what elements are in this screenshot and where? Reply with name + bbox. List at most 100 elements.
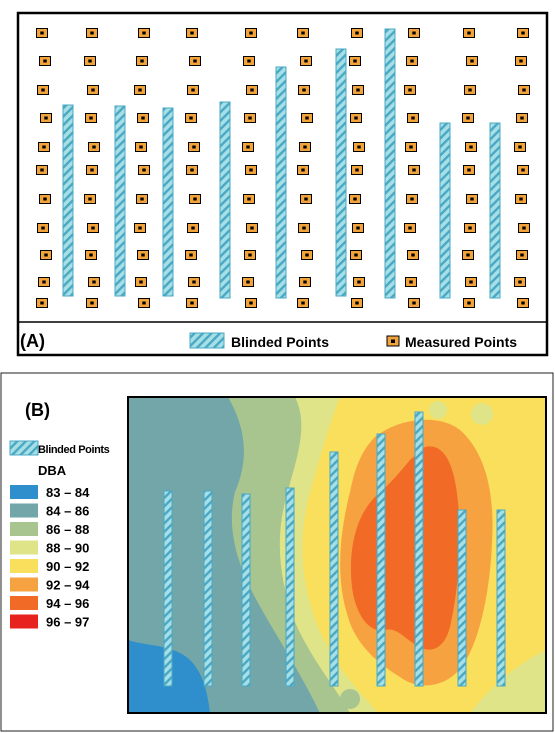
measured-point	[297, 298, 309, 308]
blinded-transects	[62, 28, 501, 299]
blinded-transect	[162, 107, 174, 297]
measured-point	[297, 28, 309, 38]
measured-point	[87, 223, 99, 233]
dba-legend-item: 94 – 96	[10, 596, 89, 611]
dba-legend-swatch	[10, 614, 38, 629]
measured-point	[350, 113, 362, 123]
measured-points-legend-label: Measured Points	[405, 334, 517, 350]
dba-legend-item: 84 – 86	[10, 503, 89, 519]
measured-point	[244, 113, 256, 123]
measured-point	[136, 56, 148, 66]
measured-point	[246, 223, 258, 233]
measured-point	[187, 223, 199, 233]
measured-point	[464, 85, 476, 95]
measured-point	[135, 142, 147, 152]
dba-legend-item: 83 – 84	[10, 485, 90, 500]
measured-point	[88, 277, 100, 287]
spot-light-3	[340, 689, 360, 709]
blinded-points-legend-label-b: Blinded Points	[38, 444, 110, 456]
measured-point	[188, 277, 200, 287]
measured-point	[462, 250, 474, 260]
measured-point	[244, 250, 256, 260]
dba-legend-range: 84 – 86	[46, 504, 89, 519]
measured-point	[85, 250, 97, 260]
measured-point	[187, 85, 199, 95]
measured-point	[246, 85, 258, 95]
blinded-transect-map	[496, 509, 506, 687]
measured-point	[297, 165, 309, 175]
blinded-transect-map	[203, 490, 213, 687]
measured-point	[138, 28, 150, 38]
measured-point	[135, 277, 147, 287]
measured-point	[517, 28, 529, 38]
measured-point	[515, 194, 527, 204]
dba-legend-swatch	[10, 540, 38, 555]
measured-point	[353, 277, 365, 287]
measured-point	[350, 250, 362, 260]
blinded-transect-map	[457, 509, 467, 687]
dba-legend-swatch	[10, 559, 38, 573]
measured-point	[351, 28, 363, 38]
blinded-transect	[439, 122, 451, 299]
blinded-points-swatch	[189, 332, 225, 349]
measured-point	[137, 250, 149, 260]
measured-point	[39, 56, 51, 66]
dba-legend-item: 86 – 88	[10, 522, 89, 537]
panel-b-label: (B)	[25, 400, 50, 420]
measured-point	[464, 223, 476, 233]
measured-point	[463, 298, 475, 308]
dba-legend-item: 88 – 90	[10, 540, 89, 556]
blinded-transect-map	[414, 411, 424, 687]
measured-point	[188, 142, 200, 152]
measured-point	[516, 113, 528, 123]
dba-legend-title: DBA	[38, 463, 67, 478]
blinded-transects-map	[163, 411, 506, 687]
measured-point	[466, 56, 478, 66]
dba-legend-swatch	[10, 577, 38, 592]
measured-point	[300, 56, 312, 66]
measured-point	[300, 194, 312, 204]
measured-point	[136, 194, 148, 204]
measured-point	[189, 194, 201, 204]
measured-point	[353, 142, 365, 152]
measured-point	[185, 250, 197, 260]
blinded-transect-map	[285, 487, 295, 687]
blinded-transect	[62, 104, 74, 297]
measured-point	[406, 194, 418, 204]
measured-point	[36, 298, 48, 308]
measured-point	[138, 298, 150, 308]
dba-legend-swatch	[10, 596, 38, 610]
blinded-transect	[384, 28, 396, 299]
measured-point	[86, 28, 98, 38]
measured-point	[134, 85, 146, 95]
map-border	[127, 396, 547, 714]
measured-point	[518, 85, 530, 95]
measured-point	[242, 142, 254, 152]
measured-point	[37, 85, 49, 95]
measured-point	[186, 28, 198, 38]
measured-point	[38, 142, 50, 152]
measured-point	[138, 165, 150, 175]
panel-b: (B) Blinded Points DBA 83 – 84 84 – 86 86 …	[0, 372, 554, 732]
measured-point	[408, 28, 420, 38]
blinded-transect	[489, 122, 501, 299]
measured-point	[351, 165, 363, 175]
dba-legend-range: 90 – 92	[46, 559, 89, 574]
measured-point	[349, 194, 361, 204]
measured-point	[86, 165, 98, 175]
measured-point	[465, 142, 477, 152]
measured-point	[186, 165, 198, 175]
measured-point	[301, 113, 313, 123]
measured-point	[86, 298, 98, 308]
dba-legend-swatch	[10, 503, 38, 518]
measured-point	[405, 142, 417, 152]
dba-legend-range: 88 – 90	[46, 541, 89, 556]
blinded-points-swatch-b	[9, 440, 39, 456]
spot-light-2	[471, 403, 493, 425]
measured-point	[87, 85, 99, 95]
measured-point	[514, 142, 526, 152]
measured-point	[185, 113, 197, 123]
dba-legend: 83 – 84 84 – 86 86 – 88 88 – 90 90 – 92 92 – …	[10, 485, 90, 630]
measured-point	[515, 56, 527, 66]
measured-point	[245, 28, 257, 38]
